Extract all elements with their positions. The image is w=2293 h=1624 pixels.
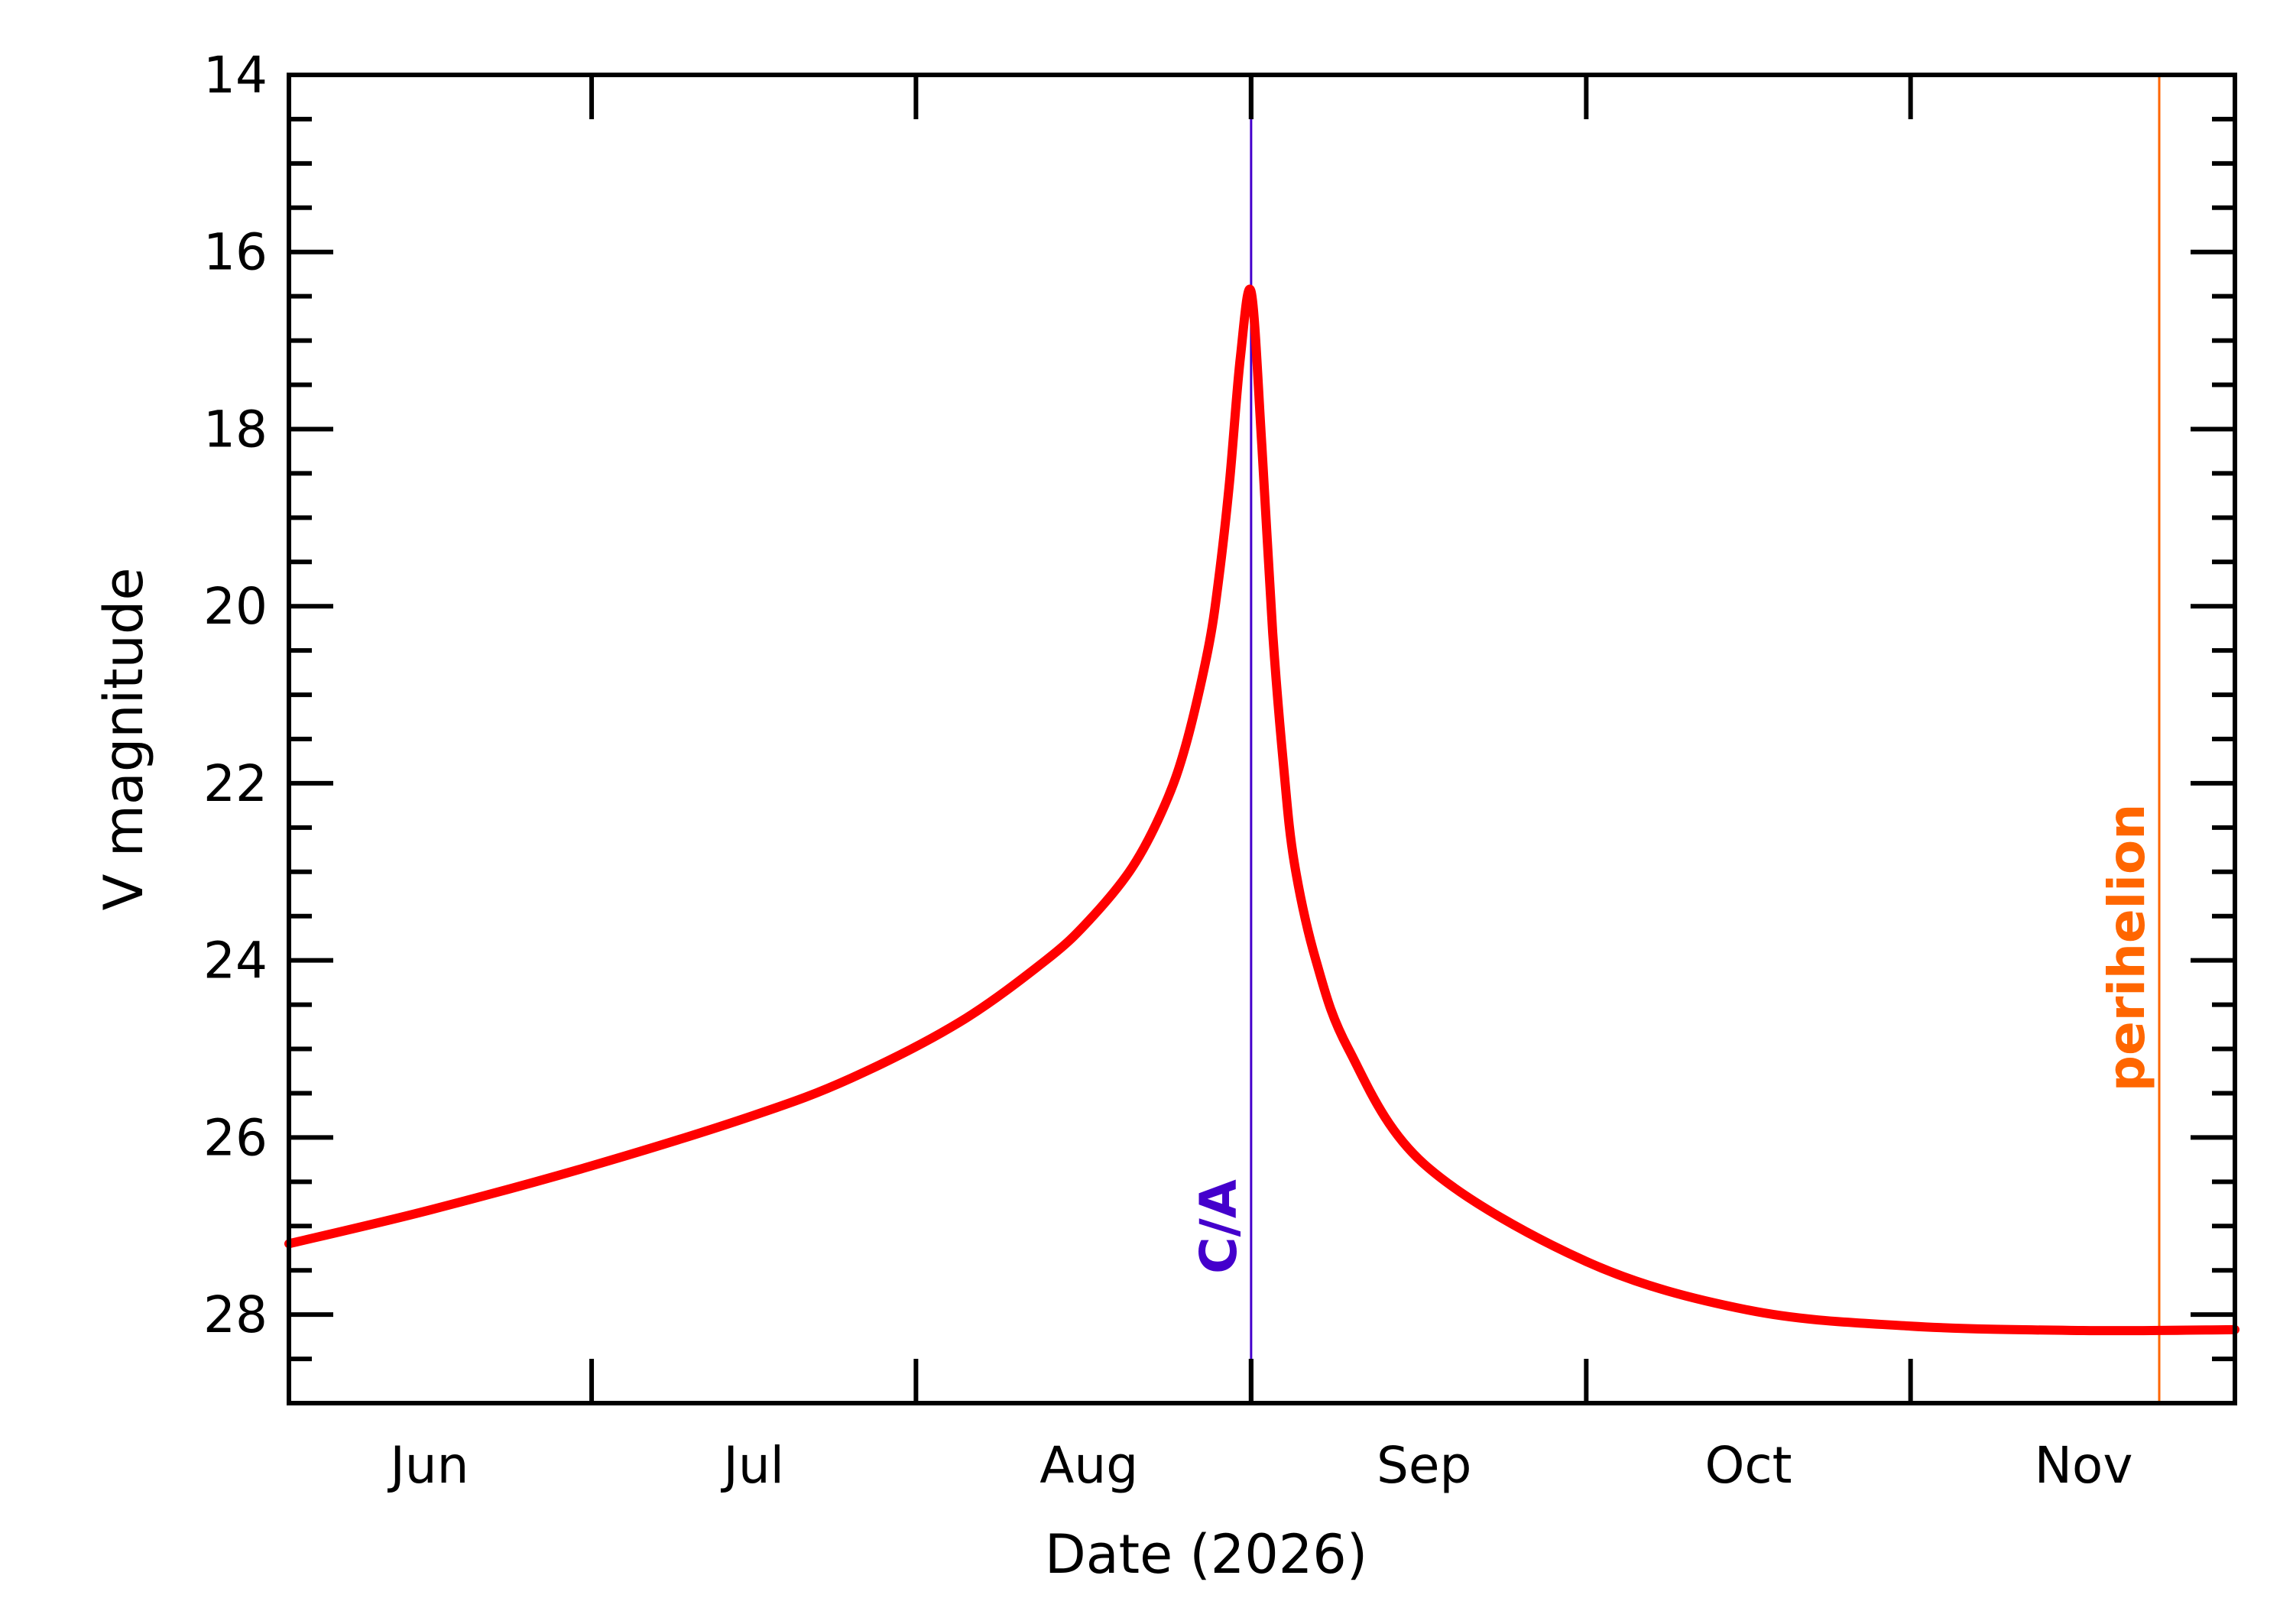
tick-layer	[289, 73, 2235, 1405]
x-tick-label: Aug	[1039, 1436, 1138, 1495]
y-tick-label: 28	[203, 1285, 268, 1344]
y-tick-label: 18	[203, 400, 268, 459]
magnitude-curve	[284, 284, 2239, 1336]
x-tick-label: Sep	[1377, 1436, 1471, 1495]
y-tick-label: 22	[203, 754, 268, 813]
y-tick-label: 14	[203, 46, 268, 105]
y-tick-label: 20	[203, 577, 268, 636]
x-tick-label: Nov	[2035, 1436, 2133, 1495]
series-layer	[284, 284, 2239, 1336]
x-tick-label: Jul	[720, 1436, 784, 1495]
label-layer: 14 16 18 20 22 24 26 28 Jun Jul Aug Sep Oct Nov C/A per…	[203, 46, 2156, 1495]
plot-frame	[287, 73, 2237, 1405]
y-tick-label: 16	[203, 223, 268, 282]
y-tick-label: 24	[203, 932, 268, 990]
x-tick-label: Jun	[387, 1436, 469, 1495]
closest-approach-label: C/A	[1189, 1179, 1248, 1274]
x-axis-title: Date (2026)	[1045, 1523, 1367, 1586]
perihelion-label: perihelion	[2097, 804, 2156, 1092]
marker-layer	[1250, 75, 2161, 1403]
x-tick-label: Oct	[1704, 1436, 1792, 1495]
y-axis-title: V magnitude	[92, 568, 155, 911]
y-tick-label: 26	[203, 1108, 268, 1167]
